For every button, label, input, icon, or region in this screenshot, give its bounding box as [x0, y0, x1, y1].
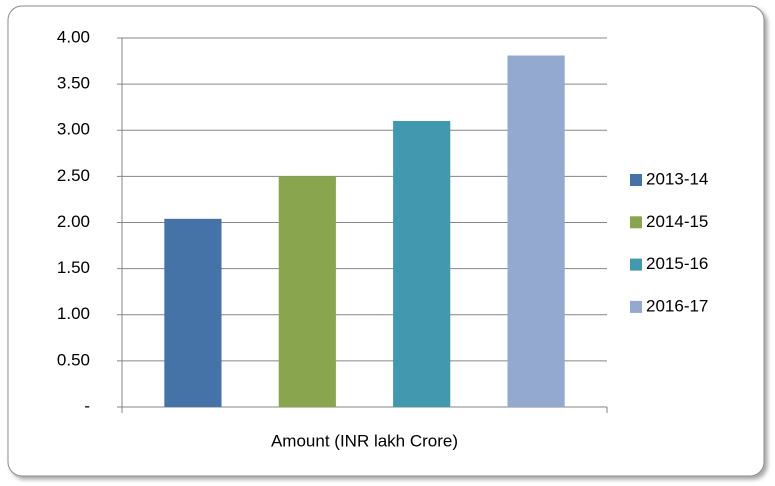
y-tick-label: 4.00 [57, 27, 90, 46]
legend-label: 2015-16 [646, 254, 708, 273]
bar [278, 176, 336, 407]
bar [507, 55, 565, 408]
y-tick-label: 3.50 [57, 74, 90, 93]
legend-swatch [630, 258, 642, 271]
legend-swatch [630, 174, 642, 186]
legend-label: 2013-14 [646, 169, 708, 188]
y-tick-label: 0.50 [57, 350, 90, 369]
y-tick-label: - [84, 396, 90, 415]
y-tick-label: 1.50 [57, 258, 90, 277]
legend-swatch [630, 216, 642, 229]
chart-frame [7, 5, 765, 477]
x-tick-label: Amount (INR lakh Crore) [271, 431, 458, 450]
y-tick-label: 2.50 [57, 166, 90, 185]
legend-label: 2014-15 [646, 212, 708, 231]
y-tick-label: 3.00 [57, 120, 90, 139]
bar [164, 218, 222, 407]
bar [393, 121, 451, 408]
legend-label: 2016-17 [646, 296, 708, 315]
y-tick-label: 2.00 [57, 212, 90, 231]
y-tick-label: 1.00 [57, 304, 90, 323]
legend-swatch [630, 300, 642, 313]
